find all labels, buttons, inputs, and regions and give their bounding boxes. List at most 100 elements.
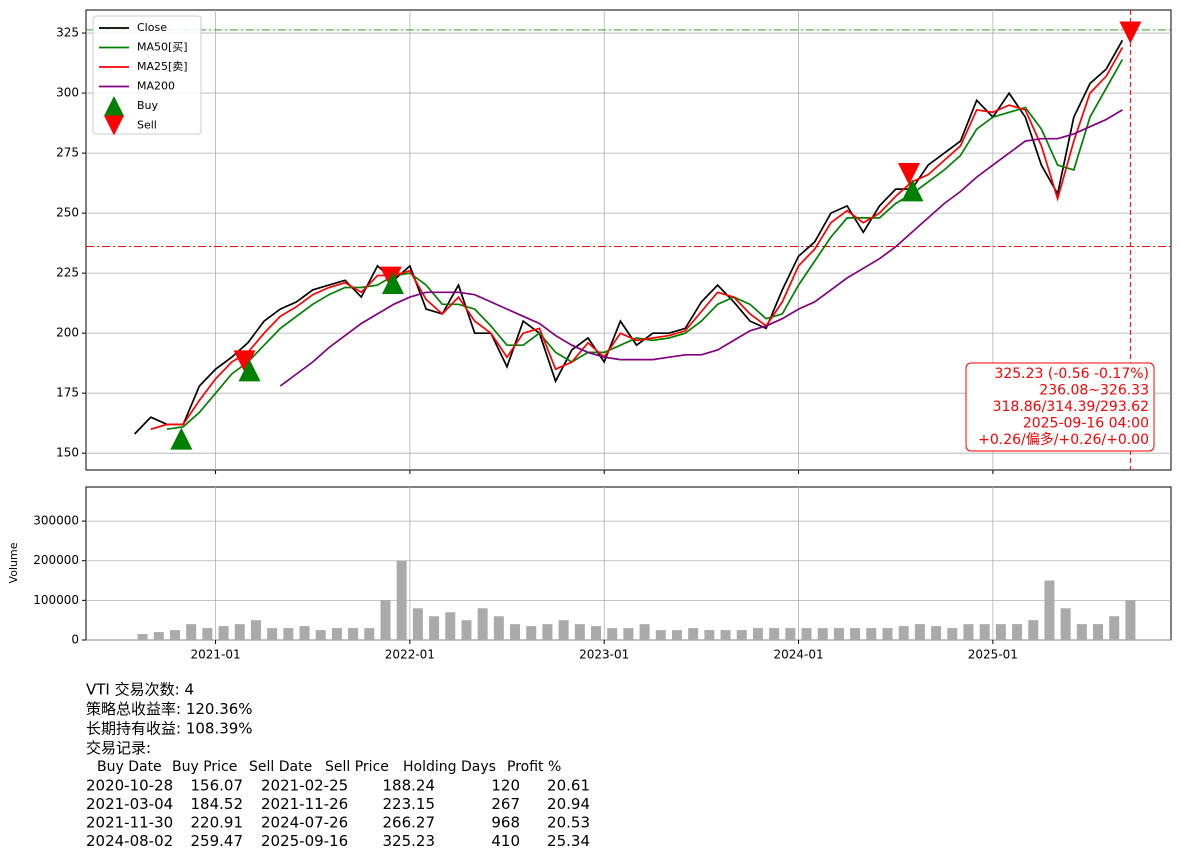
volume-bar [736, 630, 747, 640]
volume-bar [591, 626, 602, 640]
volume-bar [914, 624, 925, 640]
table-cell: 188.24 [383, 777, 436, 795]
volume-bar [639, 624, 650, 640]
report-line: 策略总收益率: 120.36% [86, 700, 253, 718]
volume-bar [267, 628, 278, 640]
legend-swatch [104, 96, 124, 116]
volume-bar [1044, 580, 1055, 640]
volume-bar [866, 628, 877, 640]
table-cell: 20.53 [547, 814, 590, 832]
volume-bar [315, 630, 326, 640]
y-tick-label: 175 [56, 386, 79, 400]
y-tick-label: 150 [56, 446, 79, 460]
x-tick-label: 2024-01 [773, 648, 823, 662]
table-cell: 325.23 [383, 832, 436, 850]
table-cell: 223.15 [383, 795, 436, 813]
x-tick-label: 2021-01 [190, 648, 240, 662]
buy-marker [238, 359, 261, 382]
sell-marker [1119, 21, 1142, 44]
volume-bar [801, 628, 812, 640]
volume-bar [153, 632, 164, 640]
report-line: 长期持有收益: 108.39% [86, 720, 253, 738]
volume-bar [574, 624, 585, 640]
annotation-text: +0.26/偏多/+0.26/+0.00 [978, 431, 1149, 448]
table-cell: 267 [491, 795, 520, 813]
y-tick-label: 300000 [33, 514, 79, 528]
volume-bar [1028, 620, 1039, 640]
volume-bar [202, 628, 213, 640]
annotation-text: 236.08~326.33 [1039, 383, 1149, 399]
annotation-text: 325.23 (-0.56 -0.17%) [994, 366, 1149, 382]
table-cell: 2021-11-26 [261, 795, 348, 813]
legend-label: Close [137, 21, 167, 34]
table-cell: 2021-03-04 [86, 795, 173, 813]
y-tick-label: 300 [56, 86, 79, 100]
volume-bar [655, 630, 666, 640]
volume-bar [186, 624, 197, 640]
volume-bar [348, 628, 359, 640]
table-header: Buy Price [172, 759, 237, 775]
volume-bar [510, 624, 521, 640]
y-tick-label: 250 [56, 206, 79, 220]
buy-marker [381, 271, 404, 294]
volume-bar [817, 628, 828, 640]
report-line: VTI 交易次数: 4 [86, 681, 194, 699]
volume-bar [785, 628, 796, 640]
volume-bar [299, 626, 310, 640]
table-cell: 2020-10-28 [86, 777, 173, 795]
sell-marker [233, 350, 256, 373]
volume-bar [720, 630, 731, 640]
legend-label: MA50[买] [137, 41, 188, 54]
volume-bar [1060, 608, 1071, 640]
volume-bar [477, 608, 488, 640]
volume-bar [461, 620, 472, 640]
table-cell: 25.34 [547, 832, 590, 850]
annotation-text: 2025-09-16 04:00 [1023, 416, 1149, 432]
legend-label: Buy [137, 99, 159, 112]
volume-bar [607, 628, 618, 640]
volume-bar [769, 628, 780, 640]
table-cell: 259.47 [191, 832, 244, 850]
table-cell: 2025-09-16 [261, 832, 348, 850]
volume-bar [396, 560, 407, 640]
volume-bar [558, 620, 569, 640]
table-header: Profit % [507, 759, 561, 775]
table-cell: 20.61 [547, 777, 590, 795]
table-cell: 2021-11-30 [86, 814, 173, 832]
volume-bar [963, 624, 974, 640]
volume-bar [493, 616, 504, 640]
volume-bar [250, 620, 261, 640]
table-cell: 220.91 [191, 814, 244, 832]
volume-bar [445, 612, 456, 640]
volume-bar [898, 626, 909, 640]
y-tick-label: 100000 [33, 593, 79, 607]
legend-label: MA25[卖] [137, 60, 188, 73]
report-line: 交易记录: [86, 739, 151, 757]
volume-bar [542, 624, 553, 640]
volume-bar [283, 628, 294, 640]
table-header: Sell Price [325, 759, 389, 775]
legend-label: Sell [137, 119, 157, 132]
table-cell: 20.94 [547, 795, 590, 813]
buy-marker [901, 179, 924, 202]
volume-bar [1012, 624, 1023, 640]
volume-bar [623, 628, 634, 640]
table-cell: 2024-08-02 [86, 832, 173, 850]
volume-label: Volume [7, 542, 20, 583]
volume-bar [169, 630, 180, 640]
legend-swatch [104, 115, 124, 136]
y-tick-label: 200 [56, 326, 79, 340]
y-tick-label: 275 [56, 146, 79, 160]
y-tick-label: 0 [71, 633, 79, 647]
volume-frame [85, 486, 1172, 641]
series-line [133, 39, 1124, 435]
x-tick-label: 2025-01 [968, 648, 1018, 662]
volume-bar [979, 624, 990, 640]
volume-bar [1076, 624, 1087, 640]
table-header: Holding Days [403, 759, 496, 775]
volume-bar [995, 624, 1006, 640]
volume-bar [688, 628, 699, 640]
table-cell: 2024-07-26 [261, 814, 348, 832]
volume-bar [882, 628, 893, 640]
table-header: Buy Date [97, 759, 162, 775]
